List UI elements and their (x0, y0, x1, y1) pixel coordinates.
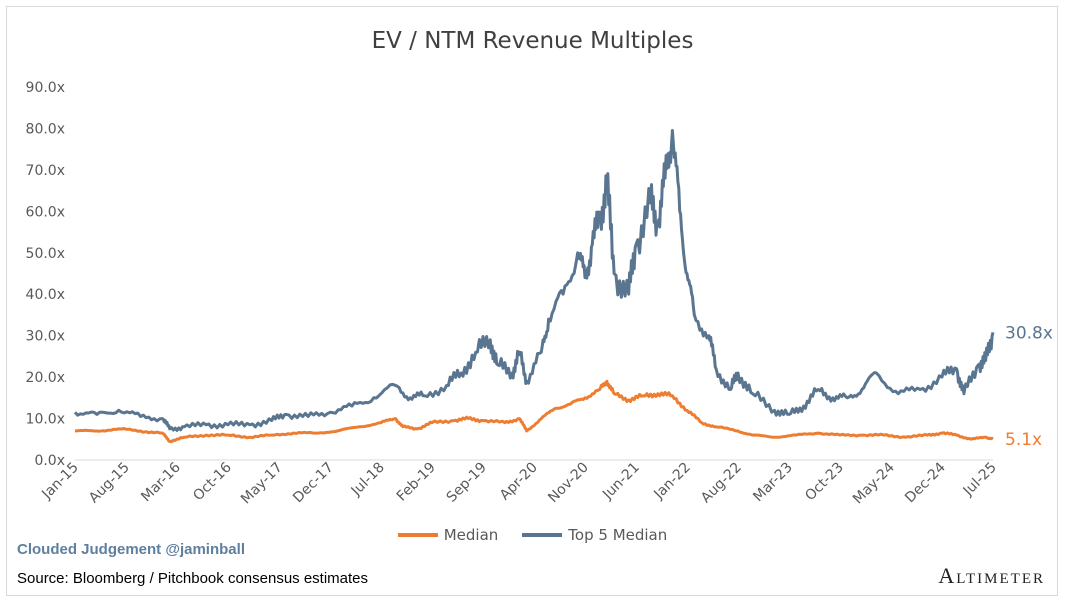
x-tick-label: Jan-22 (650, 460, 693, 503)
series-median-line (74, 379, 994, 444)
x-tick-label: Jun-21 (599, 460, 643, 504)
y-tick-label: 0.0x (34, 453, 65, 469)
top5-end-label: 30.8x (1005, 323, 1053, 343)
median-end-label: 5.1x (1005, 430, 1042, 450)
legend: Median Top 5 Median (0, 526, 1065, 544)
x-tick-label: Dec-17 (290, 460, 337, 507)
chart-frame (6, 6, 1058, 596)
x-tick-label: Oct-23 (802, 460, 847, 505)
x-tick-label: Apr-20 (497, 460, 541, 504)
y-tick-label: 10.0x (26, 412, 65, 428)
y-tick-label: 50.0x (26, 246, 65, 262)
series-top5-median-line (73, 129, 995, 432)
y-tick-label: 80.0x (26, 121, 65, 137)
x-tick-label: Aug-15 (86, 460, 133, 507)
x-tick-label: Jul-18 (348, 460, 388, 500)
legend-label-median: Median (443, 526, 499, 544)
legend-label-top5: Top 5 Median (568, 526, 668, 544)
x-tick-label: Nov-20 (545, 460, 592, 507)
x-tick-label: Oct-16 (190, 459, 235, 504)
altimeter-logo: Altimeter (938, 563, 1045, 588)
y-tick-label: 70.0x (26, 163, 65, 179)
source-text: Source: Bloomberg / Pitchbook consensus … (17, 570, 369, 587)
x-tick-label: Mar-16 (138, 459, 184, 505)
y-tick-label: 40.0x (26, 287, 65, 303)
y-tick-label: 90.0x (26, 80, 65, 96)
x-tick-label: Aug-22 (698, 460, 745, 507)
x-tick-label: Feb-19 (394, 460, 439, 505)
x-tick-label: Mar-23 (750, 460, 796, 506)
y-tick-label: 20.0x (26, 370, 65, 386)
x-tick-label: May-17 (238, 460, 286, 508)
x-tick-label: May-24 (850, 459, 898, 507)
legend-swatch-top5 (522, 533, 563, 537)
y-tick-label: 60.0x (26, 204, 65, 220)
x-tick-label: Dec-24 (902, 459, 949, 506)
legend-swatch-median (397, 533, 438, 537)
x-tick-label: Jul-25 (960, 460, 1000, 500)
x-tick-label: Sep-19 (444, 460, 490, 506)
chart-title: EV / NTM Revenue Multiples (371, 28, 694, 54)
legend-item-median: Median (397, 526, 499, 544)
y-tick-label: 30.0x (26, 329, 65, 345)
credit-text: Clouded Judgement @jaminball (17, 541, 245, 558)
legend-item-top5: Top 5 Median (522, 526, 667, 544)
